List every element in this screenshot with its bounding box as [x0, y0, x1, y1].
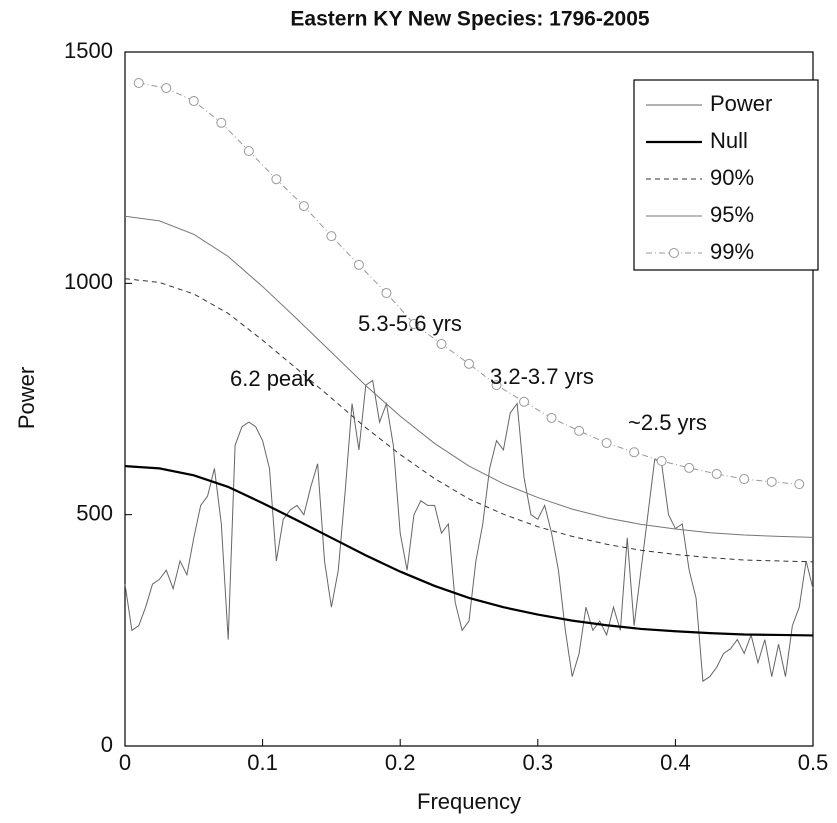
y-tick-label: 1000 — [64, 269, 113, 294]
legend-label: Power — [710, 91, 772, 116]
x-tick-label: 0.4 — [660, 750, 691, 775]
series-marker — [739, 474, 750, 485]
series-line — [124, 215, 814, 538]
series-marker — [711, 468, 722, 479]
series-marker — [133, 77, 144, 88]
legend-label: Null — [710, 128, 748, 153]
annotation: 3.2-3.7 yrs — [490, 364, 594, 389]
x-tick-label: 0 — [119, 750, 131, 775]
series-marker — [216, 117, 227, 128]
legend-label: 99% — [710, 239, 754, 264]
series-marker — [491, 380, 502, 391]
y-axis-label: Power — [14, 367, 39, 429]
series-marker — [629, 447, 640, 458]
series-marker — [298, 201, 309, 212]
series-marker — [546, 412, 557, 423]
series-marker — [464, 358, 474, 369]
series-marker — [243, 146, 254, 157]
series-marker — [161, 83, 172, 94]
series-marker — [684, 462, 695, 473]
y-tick-label: 0 — [101, 732, 113, 757]
annotation: 6.2 peak — [230, 366, 315, 391]
series-line — [124, 379, 814, 683]
series-marker — [656, 455, 667, 466]
series-line — [124, 464, 814, 637]
x-tick-label: 0.3 — [523, 750, 554, 775]
x-tick-label: 0.1 — [247, 750, 278, 775]
series-marker — [766, 476, 777, 487]
series-marker — [271, 174, 282, 185]
series-marker — [408, 319, 419, 330]
series-marker — [519, 396, 530, 407]
series-marker — [601, 437, 612, 448]
y-tick-label: 1500 — [64, 38, 113, 63]
y-tick-label: 500 — [76, 500, 113, 525]
annotation: 5.3-5.6 yrs — [358, 311, 462, 336]
series-marker — [353, 259, 364, 270]
plot-frame — [124, 51, 814, 747]
series-marker — [794, 479, 805, 490]
legend-box — [633, 79, 819, 271]
series-marker — [188, 96, 199, 107]
series-marker — [326, 231, 337, 242]
series-line — [124, 278, 814, 563]
series-marker — [381, 288, 392, 299]
legend-label: 90% — [710, 165, 754, 190]
x-tick-label: 0.5 — [798, 750, 829, 775]
series-marker — [574, 425, 585, 436]
chart-title: Eastern KY New Species: 1796-2005 — [290, 8, 649, 31]
legend-marker — [669, 248, 679, 258]
annotation: ~2.5 yrs — [628, 410, 707, 435]
x-tick-label: 0.2 — [385, 750, 416, 775]
legend-label: 95% — [710, 202, 754, 227]
series-marker — [436, 338, 447, 349]
x-axis-label: Frequency — [417, 789, 521, 814]
